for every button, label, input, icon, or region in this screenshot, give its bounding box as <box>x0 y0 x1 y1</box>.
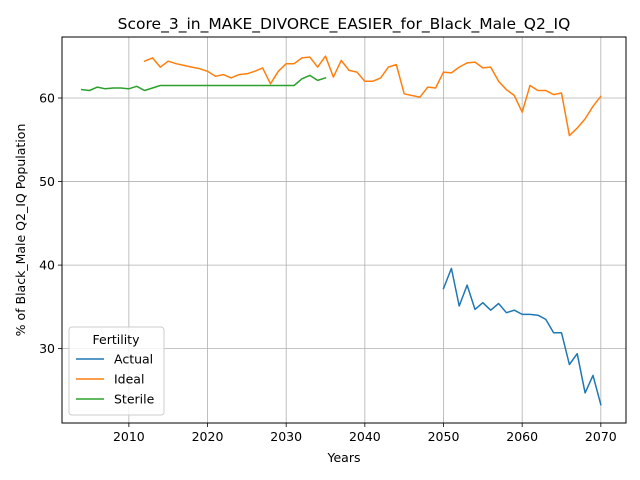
x-axis-ticks: 2010 2020 2030 2040 2050 2060 2070 <box>113 423 617 444</box>
x-tick-label: 2030 <box>270 429 302 444</box>
legend-items: Actual Ideal Sterile <box>76 352 155 407</box>
series-line-actual <box>442 267 602 406</box>
x-tick-label: 2020 <box>192 429 224 444</box>
legend-label-sterile: Sterile <box>114 392 155 407</box>
y-axis-label: % of Black_Male Q2_IQ Population <box>13 124 28 337</box>
x-tick-label: 2050 <box>428 429 460 444</box>
x-axis-label: Years <box>327 450 361 465</box>
legend-box <box>68 326 165 416</box>
x-tick-label: 2070 <box>585 429 617 444</box>
legend-title: Fertility <box>93 332 141 347</box>
y-tick-label: 50 <box>39 174 55 189</box>
legend: Fertility Actual Ideal Sterile <box>68 326 165 416</box>
plot-frame <box>61 36 627 424</box>
y-tick-label: 30 <box>39 341 55 356</box>
legend-label-ideal: Ideal <box>114 372 144 387</box>
series-line-ideal <box>143 55 602 137</box>
y-tick-label: 40 <box>39 258 55 273</box>
series-line-sterile <box>80 74 327 92</box>
x-tick-label: 2060 <box>506 429 538 444</box>
chart-title: Score_3_in_MAKE_DIVORCE_EASIER_for_Black… <box>118 15 571 34</box>
x-tick-label: 2010 <box>113 429 145 444</box>
legend-label-actual: Actual <box>114 352 153 367</box>
y-axis-ticks: 30 40 50 60 <box>39 90 62 356</box>
x-tick-label: 2040 <box>349 429 381 444</box>
series-lines <box>80 55 602 406</box>
y-tick-label: 60 <box>39 90 55 105</box>
